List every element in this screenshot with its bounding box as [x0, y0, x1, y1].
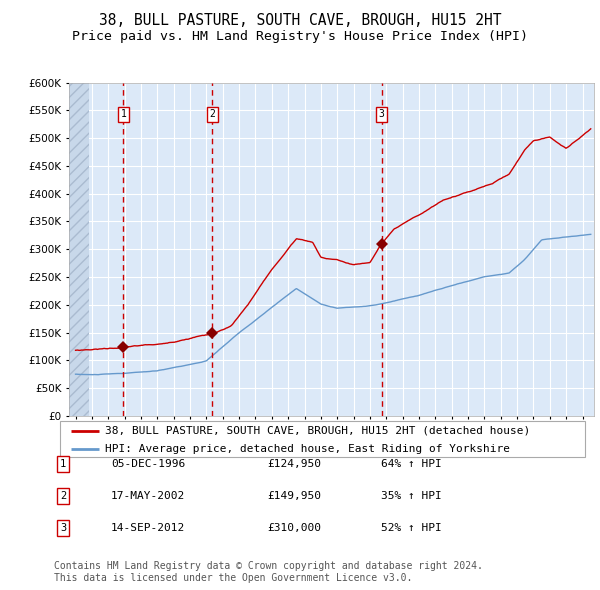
- Text: 52% ↑ HPI: 52% ↑ HPI: [381, 523, 442, 533]
- Text: 3: 3: [379, 109, 385, 119]
- Text: 35% ↑ HPI: 35% ↑ HPI: [381, 491, 442, 501]
- Text: 3: 3: [60, 523, 66, 533]
- FancyBboxPatch shape: [60, 421, 585, 457]
- Text: 64% ↑ HPI: 64% ↑ HPI: [381, 460, 442, 469]
- Text: Price paid vs. HM Land Registry's House Price Index (HPI): Price paid vs. HM Land Registry's House …: [72, 30, 528, 43]
- Text: 2: 2: [60, 491, 66, 501]
- Text: 38, BULL PASTURE, SOUTH CAVE, BROUGH, HU15 2HT: 38, BULL PASTURE, SOUTH CAVE, BROUGH, HU…: [99, 13, 501, 28]
- Text: 05-DEC-1996: 05-DEC-1996: [111, 460, 185, 469]
- Text: 1: 1: [60, 460, 66, 469]
- Text: 17-MAY-2002: 17-MAY-2002: [111, 491, 185, 501]
- Text: 2: 2: [209, 109, 215, 119]
- Text: 1: 1: [121, 109, 126, 119]
- Text: Contains HM Land Registry data © Crown copyright and database right 2024.
This d: Contains HM Land Registry data © Crown c…: [54, 561, 483, 583]
- Text: 14-SEP-2012: 14-SEP-2012: [111, 523, 185, 533]
- Text: HPI: Average price, detached house, East Riding of Yorkshire: HPI: Average price, detached house, East…: [104, 444, 509, 454]
- Text: £149,950: £149,950: [267, 491, 321, 501]
- Text: £310,000: £310,000: [267, 523, 321, 533]
- Text: £124,950: £124,950: [267, 460, 321, 469]
- Text: 38, BULL PASTURE, SOUTH CAVE, BROUGH, HU15 2HT (detached house): 38, BULL PASTURE, SOUTH CAVE, BROUGH, HU…: [104, 425, 530, 435]
